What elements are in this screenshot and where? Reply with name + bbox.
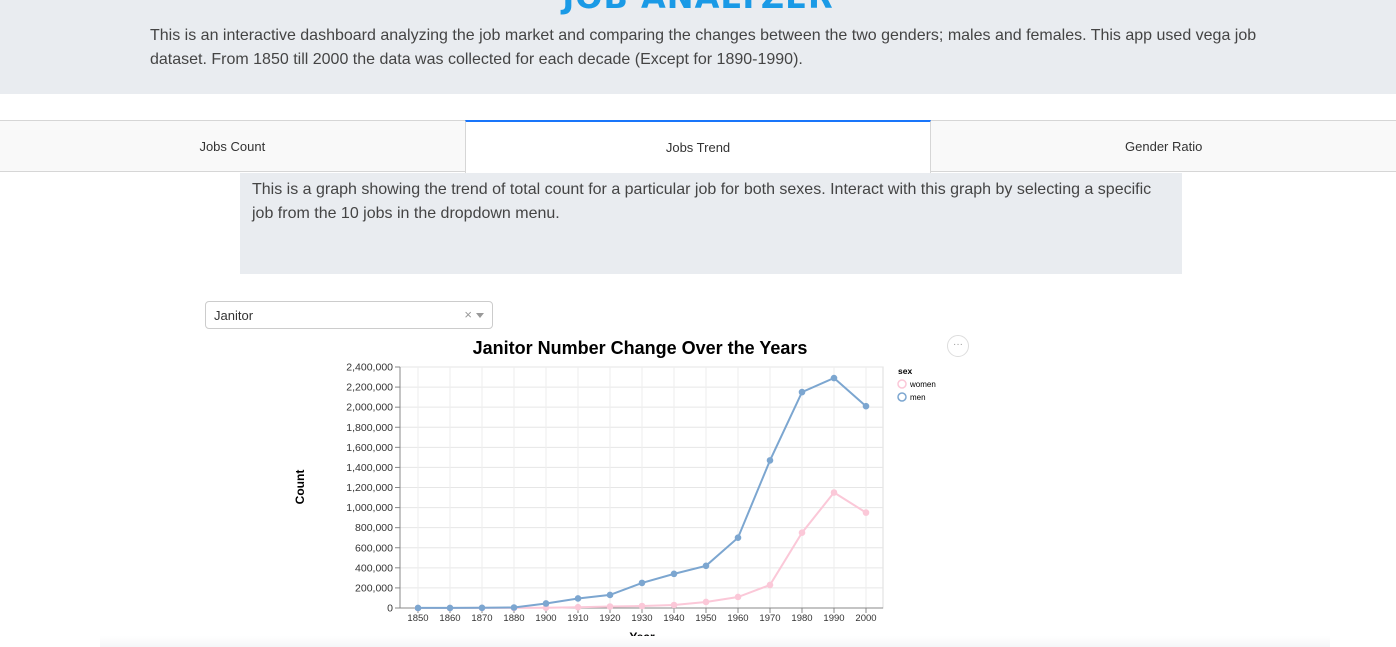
ellipsis-icon[interactable]: ··· xyxy=(947,335,969,357)
data-point-women xyxy=(670,601,678,609)
data-point-men xyxy=(766,457,774,464)
y-tick-label: 600,000 xyxy=(355,542,393,554)
data-point-men xyxy=(830,374,838,382)
data-point-women xyxy=(606,603,614,610)
x-tick-label: 1930 xyxy=(631,613,652,624)
data-point-men xyxy=(542,600,550,607)
chart-title: Janitor Number Change Over the Years xyxy=(473,338,808,358)
tab-bar: Jobs Count Jobs Trend Gender Ratio xyxy=(0,120,1396,173)
x-tick-label: 1900 xyxy=(535,613,556,624)
data-point-men xyxy=(798,388,806,396)
y-tick-label: 1,000,000 xyxy=(346,502,393,514)
chevron-down-icon[interactable] xyxy=(476,313,484,318)
data-point-men xyxy=(862,402,870,410)
data-point-women xyxy=(638,602,646,610)
graph-description: This is a graph showing the trend of tot… xyxy=(240,173,1182,274)
app-title: JOB ANALYZER xyxy=(0,0,1396,16)
x-tick-label: 1850 xyxy=(407,613,428,624)
intro-text: This is an interactive dashboard analyzi… xyxy=(150,27,1257,68)
y-tick-label: 800,000 xyxy=(355,522,393,534)
data-point-men xyxy=(734,534,742,542)
data-point-men xyxy=(702,562,710,570)
x-tick-label: 2000 xyxy=(855,613,876,624)
y-tick-label: 1,600,000 xyxy=(346,442,393,454)
data-point-women xyxy=(702,598,710,606)
legend-label-women: women xyxy=(909,380,936,389)
data-point-women xyxy=(862,509,870,516)
dropdown-selected-value: Janitor xyxy=(214,308,254,323)
data-point-men xyxy=(638,579,646,587)
legend-symbol-women xyxy=(897,379,907,389)
x-tick-label: 1950 xyxy=(695,613,716,624)
data-point-men xyxy=(414,604,422,612)
y-axis-label: Count xyxy=(293,470,307,505)
x-tick-label: 1970 xyxy=(759,613,780,624)
data-point-men xyxy=(574,595,582,602)
x-tick-label: 1880 xyxy=(503,613,524,624)
data-point-men xyxy=(670,570,678,578)
data-point-women xyxy=(830,489,838,496)
x-tick-label: 1980 xyxy=(791,613,812,624)
y-tick-label: 200,000 xyxy=(355,582,393,594)
legend-symbol-men xyxy=(897,392,907,402)
header: JOB ANALYZER This is an interactive dash… xyxy=(0,0,1396,94)
data-point-women xyxy=(766,581,774,589)
tab-jobs-trend[interactable]: Jobs Trend xyxy=(464,120,932,173)
data-point-men xyxy=(478,604,486,612)
series-men xyxy=(414,374,870,612)
y-tick-label: 1,400,000 xyxy=(346,462,393,474)
legend-label-men: men xyxy=(910,393,926,402)
x-tick-label: 1940 xyxy=(663,613,684,624)
clear-icon[interactable]: × xyxy=(464,307,472,322)
x-tick-label: 1870 xyxy=(471,613,492,624)
x-tick-label: 1990 xyxy=(823,613,844,624)
y-tick-label: 2,400,000 xyxy=(346,362,393,374)
data-point-women xyxy=(574,603,582,611)
x-tick-label: 1910 xyxy=(567,613,588,624)
y-tick-label: 1,800,000 xyxy=(346,422,393,434)
data-point-women xyxy=(734,593,742,601)
x-tick-label: 1960 xyxy=(727,613,748,624)
tab-gender-ratio[interactable]: Gender Ratio xyxy=(1125,138,1203,154)
tab-jobs-count[interactable]: Jobs Count xyxy=(199,138,266,154)
data-point-men xyxy=(606,591,614,599)
y-tick-label: 2,000,000 xyxy=(346,402,393,414)
data-point-women xyxy=(798,529,806,536)
y-tick-label: 2,200,000 xyxy=(346,382,393,394)
data-point-men xyxy=(510,604,518,611)
x-tick-label: 1860 xyxy=(439,613,460,624)
job-dropdown[interactable]: Janitor × xyxy=(205,301,493,329)
legend-title: sex xyxy=(898,366,912,376)
divider xyxy=(100,636,1330,647)
x-tick-label: 1920 xyxy=(599,613,620,624)
data-point-men xyxy=(446,604,454,612)
y-tick-label: 1,200,000 xyxy=(346,482,393,494)
y-tick-label: 0 xyxy=(387,603,393,615)
y-tick-label: 400,000 xyxy=(355,562,393,574)
